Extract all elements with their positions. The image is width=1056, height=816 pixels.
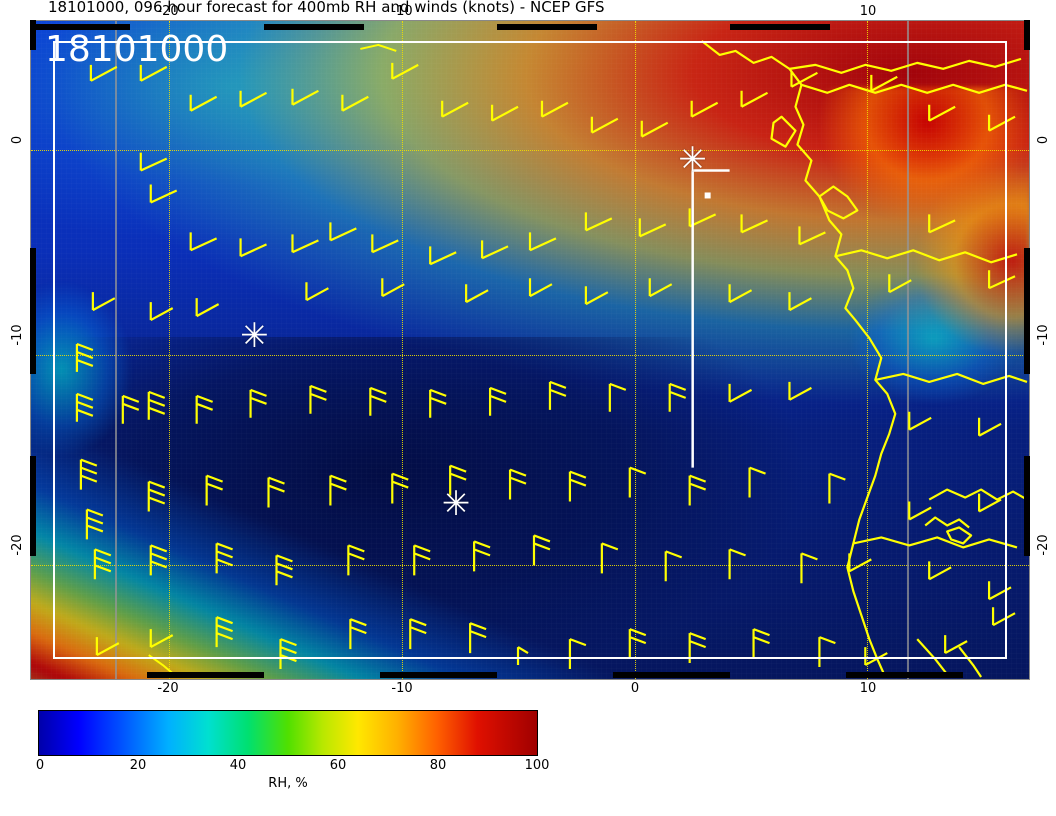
cbtick-4: 80 (429, 758, 447, 773)
ytick-right-2: -20 (1036, 534, 1051, 556)
tickbar-bottom-3 (613, 672, 730, 678)
tickbar-top-3 (497, 24, 597, 30)
cbtick-0: 0 (35, 758, 45, 773)
ytick-left-1: -10 (10, 324, 25, 346)
xtick-top-1: -10 (391, 4, 413, 19)
forecast-track-box (52, 40, 1008, 660)
tickbar-top-4 (730, 24, 830, 30)
tickbar-right-1 (1024, 20, 1030, 50)
tickbar-top-2 (264, 24, 364, 30)
cbtick-5: 100 (524, 758, 550, 773)
domain-boundary-west (114, 21, 117, 679)
tickbar-right-3 (1024, 456, 1030, 556)
tickbar-top-1 (30, 24, 130, 30)
colorbar: 0 20 40 60 80 100 RH, % (36, 710, 549, 791)
xtick-bottom-1: -10 (391, 681, 413, 696)
tickbar-left-1 (30, 20, 36, 50)
domain-boundary-east (907, 21, 910, 679)
colorbar-gradient (38, 710, 538, 756)
ytick-right-0: 0 (1036, 135, 1051, 145)
tickbar-bottom-1 (147, 672, 264, 678)
xtick-bottom-3: 10 (859, 681, 877, 696)
tickbar-right-2 (1024, 248, 1030, 374)
xtick-top-0: -20 (157, 4, 179, 19)
cbtick-2: 40 (229, 758, 247, 773)
ytick-right-1: -10 (1036, 324, 1051, 346)
colorbar-label: RH, % (268, 776, 308, 791)
page-title: 18101000, 096 hour forecast for 400mb RH… (48, 0, 605, 16)
init-time-stamp: 18101000 (45, 29, 229, 70)
cbtick-1: 20 (129, 758, 147, 773)
cbtick-3: 60 (329, 758, 347, 773)
tickbar-left-3 (30, 456, 36, 556)
tickbar-bottom-4 (846, 672, 963, 678)
tickbar-left-2 (30, 248, 36, 374)
tickbar-bottom-2 (380, 672, 497, 678)
map-plot-area[interactable]: ✳ ✳ ✳ 18101000 (30, 20, 1030, 680)
ytick-left-2: -20 (10, 534, 25, 556)
xtick-bottom-2: 0 (630, 681, 640, 696)
xtick-bottom-0: -20 (157, 681, 179, 696)
xtick-top-2: 10 (859, 4, 877, 19)
ytick-left-0: 0 (10, 135, 25, 145)
map-inner: ✳ ✳ ✳ 18101000 (31, 21, 1029, 679)
